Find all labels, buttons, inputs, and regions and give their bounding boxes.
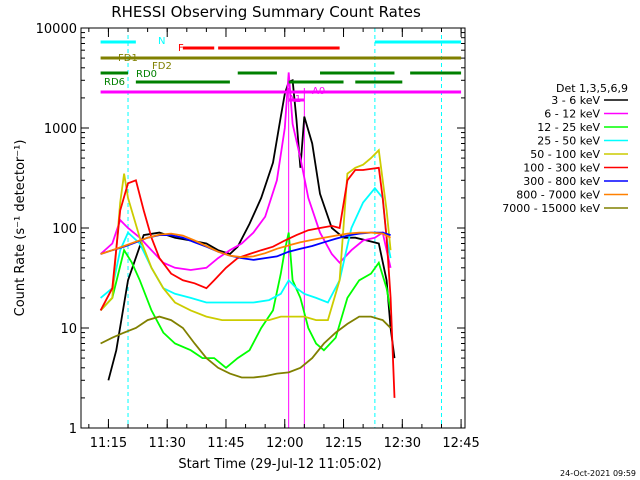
x-tick-label: 12:00 [266,436,303,451]
flag-label-a0: A0 [312,86,325,97]
legend-item-label: 25 - 50 keV [537,135,600,148]
x-axis: 11:15 11:30 11:45 12:00 12:15 12:30 12:45 [88,28,480,451]
series-line-12-25-kev [99,232,392,369]
y-tick-label: 100 [52,222,77,237]
series-line-7000-15000-kev [100,315,392,379]
legend-item-label: 100 - 300 keV [523,162,600,175]
legend-item-label: 50 - 100 keV [530,148,600,161]
legend-item-label: 800 - 7000 keV [516,189,600,202]
x-axis-label: Start Time (29-Jul-12 11:05:02) [178,457,381,472]
y-tick-label: 10 [60,322,77,337]
x-tick-label: 11:45 [207,436,244,451]
legend-title: Det 1,3,5,6,9 [556,82,628,95]
chart-title: RHESSI Observing Summary Count Rates [111,3,421,21]
x-tick-label: 12:15 [325,436,362,451]
y-tick-label: 1 [69,422,77,437]
series-line-800-7000-kev [100,231,392,259]
series-line-3-6-kev [107,79,396,381]
legend-item-label: 300 - 800 keV [523,175,600,188]
x-tick-label: 11:30 [148,436,185,451]
flag-label-rd6: RD6 [104,77,125,88]
x-tick-label: 12:30 [384,436,421,451]
legend-item-label: 12 - 25 keV [537,121,600,134]
series-line-6-12-kev [99,72,392,271]
legend-item-label: 7000 - 15000 keV [502,202,600,215]
legend-item-label: 6 - 12 keV [544,108,600,121]
flag-label-fd2: FD2 [152,61,172,72]
series-line-50-100-kev [99,148,392,321]
flag-label-fd1: FD1 [118,53,138,64]
y-tick-label: 1000 [44,122,77,137]
flag-label-rd0: RD0 [136,69,157,80]
legend-item-label: 3 - 6 keV [551,94,600,107]
footer-date: 24-Oct-2021 09:59 [560,469,636,478]
x-tick-label: 12:45 [442,436,479,451]
y-axis-label: Count Rate (s⁻¹ detector⁻¹) [13,140,28,317]
series-line-25-50-kev [100,186,392,304]
y-tick-label: 10000 [36,22,77,37]
plot-frame [80,27,466,429]
x-tick-label: 11:15 [90,436,127,451]
flag-label-n: N [158,36,165,47]
flag-label-a1: A1 [288,94,301,105]
flag-label-f: F [178,43,184,54]
y-axis: 1 10 100 1000 10000 [36,22,465,437]
series-line-100-300-kev [99,166,396,398]
